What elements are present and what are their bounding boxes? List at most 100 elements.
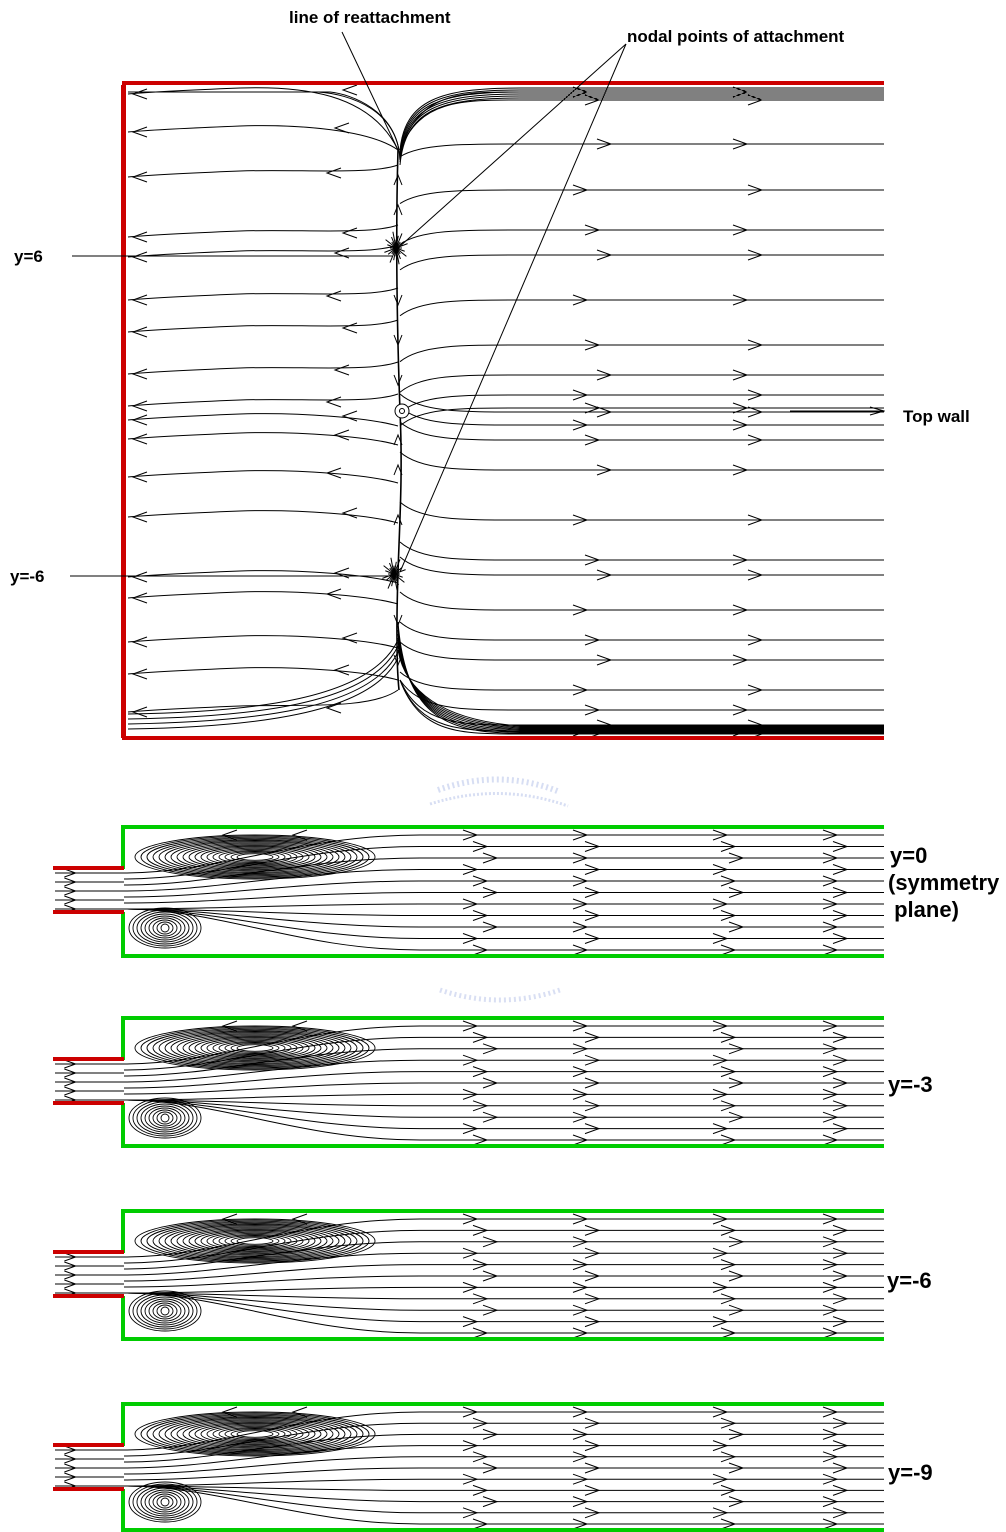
inlet-wall-bottom <box>53 1294 124 1298</box>
vortex-ring <box>206 1231 304 1251</box>
flow-arrow <box>584 554 601 566</box>
flow-arrow <box>131 706 148 718</box>
streamline-upstream <box>127 244 399 258</box>
vortex-ring <box>200 846 310 868</box>
vortex-ring <box>224 851 286 863</box>
flow-arrow <box>712 1507 729 1519</box>
flow-arrow <box>712 1213 729 1225</box>
flow-arrow <box>712 829 729 841</box>
top-wall-boundary-left <box>121 85 126 738</box>
vortex-ring <box>194 845 316 869</box>
node-ray <box>392 231 397 249</box>
streamline-downstream <box>399 541 884 561</box>
flow-arrow <box>64 1077 78 1087</box>
vortex-ring <box>218 1040 292 1056</box>
flow-arrow <box>393 334 403 347</box>
flow-arrow <box>732 369 749 381</box>
flow-arrow <box>221 1213 238 1225</box>
flow-arrow <box>572 1406 589 1418</box>
flow-arrow <box>482 852 499 864</box>
streamline <box>123 908 884 951</box>
vortex-ring <box>236 1044 274 1052</box>
flow-arrow <box>325 290 342 302</box>
flow-arrow <box>747 94 764 106</box>
flow-arrow <box>747 389 764 401</box>
flow-arrow <box>131 592 148 604</box>
vortex-ring <box>170 841 340 873</box>
flow-arrow <box>325 702 342 714</box>
vortex-ring <box>160 1113 170 1123</box>
flow-arrow <box>472 1100 489 1112</box>
vortex-ring <box>140 1412 370 1456</box>
flow-arrow <box>482 1077 499 1089</box>
flow-arrow <box>732 294 749 306</box>
flow-arrow <box>393 374 403 387</box>
flow-arrow <box>822 1134 839 1146</box>
flow-arrow <box>341 84 358 96</box>
flow-arrow <box>572 898 589 910</box>
streamline <box>123 1082 884 1095</box>
vortex-ring <box>182 843 328 871</box>
channel-wall-left-lower <box>121 1296 125 1341</box>
vortex-ring <box>170 1032 340 1064</box>
streamline-downstream <box>397 633 884 731</box>
streamline <box>123 1292 884 1323</box>
saddle-point-marker <box>394 403 410 419</box>
vortex-ring <box>206 1038 304 1058</box>
flow-arrow <box>822 1043 839 1055</box>
flow-arrow <box>325 167 342 179</box>
vortex-ring <box>144 915 186 941</box>
vortex-ring <box>134 1411 376 1457</box>
reattachment-line <box>393 149 403 691</box>
flow-arrow <box>584 339 601 351</box>
streamline-downstream <box>399 421 884 441</box>
inlet-streamlines <box>55 1059 124 1105</box>
flow-arrow <box>341 227 358 239</box>
vortex-ring <box>194 1229 316 1253</box>
plane-yneg9 <box>53 1402 884 1532</box>
flow-arrow <box>832 933 849 944</box>
streamline-downstream <box>399 394 884 414</box>
upper-vortex <box>134 1020 376 1071</box>
vortex-ring <box>212 1232 298 1250</box>
flow-arrow <box>64 877 78 887</box>
flow-arrow <box>584 887 601 898</box>
flow-arrow <box>572 514 589 526</box>
vortex-ring <box>128 1097 202 1139</box>
flow-arrow <box>584 1440 601 1452</box>
flow-arrow <box>584 1054 601 1066</box>
flow-arrow <box>131 471 148 483</box>
flow-arrow <box>712 1123 729 1135</box>
flow-arrow <box>131 126 148 138</box>
channel-wall-bottom <box>122 954 884 958</box>
flow-arrow <box>747 406 764 418</box>
streamline-downstream <box>399 556 884 576</box>
flow-arrow <box>462 1473 479 1485</box>
vortex-ring <box>140 1103 190 1133</box>
flow-arrow <box>822 1088 839 1100</box>
vortex-ring <box>136 1294 194 1328</box>
plane-yneg3 <box>53 1016 884 1148</box>
flow-arrow <box>462 1316 479 1328</box>
flow-arrow <box>584 1316 601 1328</box>
flow-arrow <box>832 1031 849 1043</box>
flow-arrow <box>712 933 729 944</box>
streamline-downstream <box>397 649 884 727</box>
flow-arrow <box>462 898 479 910</box>
flow-arrow <box>822 1111 839 1123</box>
flow-arrow <box>572 1428 589 1440</box>
lower-vortex <box>128 1097 202 1139</box>
flow-arrow <box>822 1428 839 1440</box>
flow-arrow <box>720 1518 737 1530</box>
flow-arrow <box>732 224 749 236</box>
streamline-downstream <box>397 641 884 729</box>
flow-arrow <box>572 852 589 864</box>
vortex-ring <box>176 1419 334 1449</box>
inlet-wall-top <box>53 866 124 870</box>
flow-arrow <box>584 634 601 646</box>
flow-arrow <box>291 1406 308 1418</box>
flow-arrow <box>822 829 839 841</box>
vortex-ring <box>152 1414 358 1454</box>
flow-arrow <box>341 632 358 644</box>
streamline-downstream <box>397 625 884 733</box>
